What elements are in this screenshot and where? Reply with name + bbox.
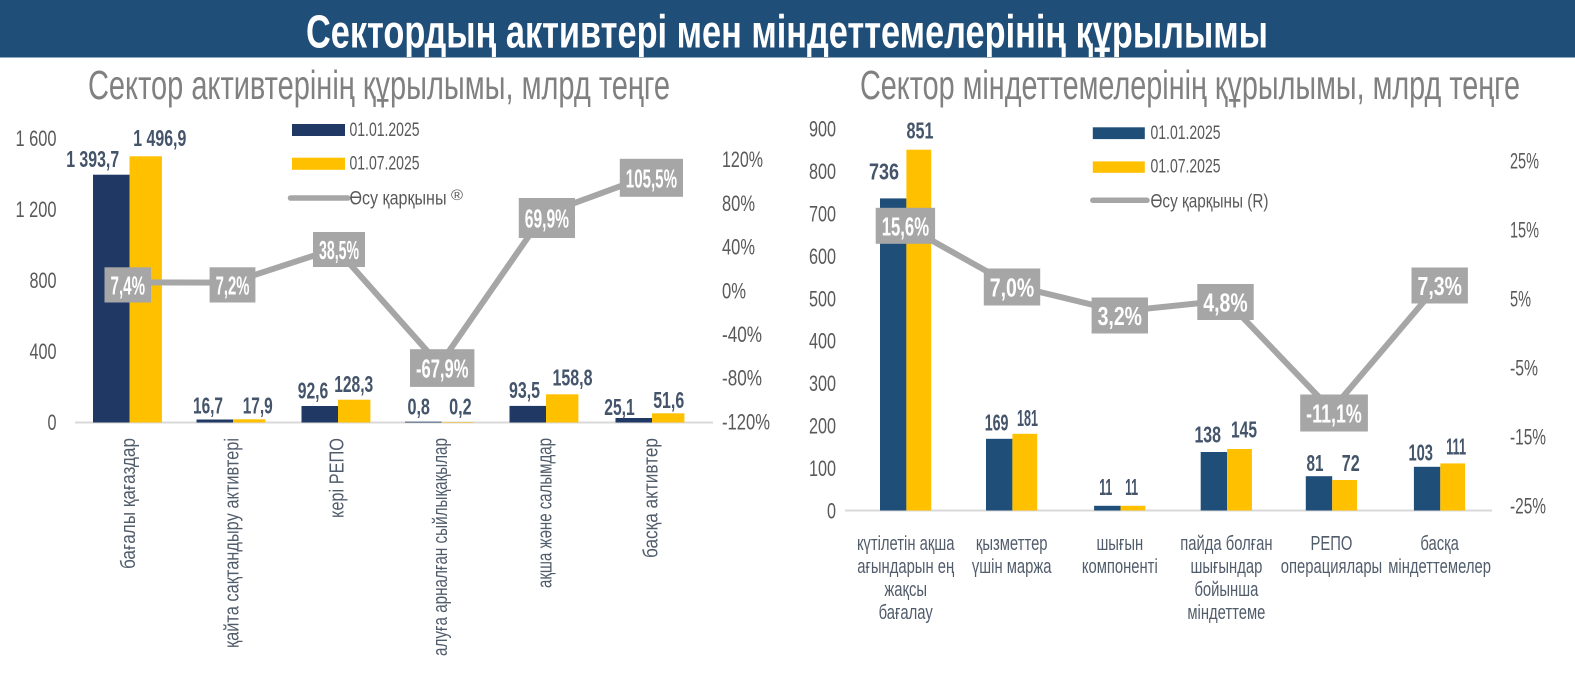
svg-text:ағындарын ең: ағындарын ең bbox=[857, 556, 954, 578]
svg-text:-80%: -80% bbox=[722, 366, 762, 391]
svg-text:11: 11 bbox=[1125, 474, 1138, 500]
svg-text:181: 181 bbox=[1017, 405, 1038, 431]
svg-text:72: 72 bbox=[1342, 450, 1360, 476]
svg-text:38,5%: 38,5% bbox=[319, 235, 359, 265]
svg-text:кері РЕПО: кері РЕПО bbox=[326, 438, 349, 518]
svg-text:үшін маржа: үшін маржа bbox=[972, 556, 1052, 578]
svg-text:0,8: 0,8 bbox=[407, 393, 430, 419]
svg-text:бойынша: бойынша bbox=[1194, 579, 1259, 601]
svg-text:16,7: 16,7 bbox=[193, 393, 223, 419]
svg-text:138: 138 bbox=[1194, 422, 1221, 448]
svg-text:25%: 25% bbox=[1510, 149, 1539, 174]
svg-text:алуға арналған сыйлықақылар: алуға арналған сыйлықақылар bbox=[429, 438, 452, 656]
svg-text:міндеттемелер: міндеттемелер bbox=[1388, 556, 1491, 578]
svg-text:1 600: 1 600 bbox=[16, 126, 57, 151]
svg-text:17,9: 17,9 bbox=[243, 393, 273, 419]
svg-text:11: 11 bbox=[1099, 474, 1112, 500]
svg-text:7,2%: 7,2% bbox=[216, 270, 250, 300]
svg-text:0: 0 bbox=[827, 498, 836, 523]
svg-text:700: 700 bbox=[809, 202, 836, 227]
svg-text:69,9%: 69,9% bbox=[525, 204, 569, 234]
svg-text:80%: 80% bbox=[722, 191, 755, 216]
svg-text:-5%: -5% bbox=[1510, 356, 1538, 381]
svg-text:200: 200 bbox=[809, 414, 836, 439]
svg-text:ақша және салымдар: ақша және салымдар bbox=[534, 438, 557, 588]
svg-text:0,2: 0,2 bbox=[449, 393, 472, 419]
svg-text:пайда болған: пайда болған bbox=[1180, 533, 1272, 555]
svg-text:40%: 40% bbox=[722, 235, 755, 260]
svg-text:100: 100 bbox=[809, 456, 836, 481]
svg-text:7,0%: 7,0% bbox=[990, 273, 1034, 303]
svg-text:3,2%: 3,2% bbox=[1098, 301, 1142, 331]
svg-text:бағалау: бағалау bbox=[879, 602, 933, 624]
svg-text:қайта сақтандыру активтері: қайта сақтандыру активтері bbox=[221, 438, 244, 648]
svg-text:®: ® bbox=[451, 187, 463, 204]
svg-text:қызметтер: қызметтер bbox=[976, 533, 1048, 555]
svg-text:0: 0 bbox=[48, 410, 57, 435]
svg-text:-40%: -40% bbox=[722, 322, 762, 347]
svg-text:-25%: -25% bbox=[1510, 494, 1546, 519]
svg-text:500: 500 bbox=[809, 286, 836, 311]
svg-text:900: 900 bbox=[809, 117, 836, 142]
svg-text:1 393,7: 1 393,7 bbox=[66, 146, 119, 172]
svg-text:басқа активтер: басқа активтер bbox=[640, 438, 663, 558]
svg-text:800: 800 bbox=[809, 159, 836, 184]
svg-text:1 496,9: 1 496,9 bbox=[133, 125, 186, 151]
svg-text:15,6%: 15,6% bbox=[882, 211, 929, 241]
svg-text:0%: 0% bbox=[722, 278, 746, 303]
svg-text:-120%: -120% bbox=[722, 409, 770, 434]
svg-text:01.01.2025: 01.01.2025 bbox=[1151, 123, 1221, 144]
svg-text:120%: 120% bbox=[722, 147, 763, 172]
svg-text:Сектор активтерінің құрылымы,: Сектор активтерінің құрылымы, млрд теңге bbox=[88, 62, 670, 108]
svg-text:111: 111 bbox=[1446, 434, 1466, 460]
svg-text:операциялары: операциялары bbox=[1281, 556, 1382, 578]
svg-text:Сектор міндеттемелерінің құрыл: Сектор міндеттемелерінің құрылымы, млрд … bbox=[860, 62, 1520, 108]
svg-text:-11,1%: -11,1% bbox=[1306, 399, 1362, 429]
svg-text:300: 300 bbox=[809, 371, 836, 396]
svg-text:7,4%: 7,4% bbox=[111, 270, 146, 300]
svg-text:128,3: 128,3 bbox=[334, 371, 373, 397]
svg-text:бағалы қағаздар: бағалы қағаздар bbox=[117, 438, 140, 569]
svg-text:шығын: шығын bbox=[1096, 533, 1143, 555]
svg-text:81: 81 bbox=[1307, 450, 1324, 476]
svg-text:1 200: 1 200 bbox=[16, 197, 57, 222]
svg-text:51,6: 51,6 bbox=[653, 387, 684, 413]
svg-text:Өсу қарқыны (R): Өсу қарқыны (R) bbox=[1151, 192, 1269, 213]
svg-text:851: 851 bbox=[907, 118, 934, 144]
svg-text:158,8: 158,8 bbox=[553, 365, 593, 391]
svg-text:міндеттеме: міндеттеме bbox=[1187, 602, 1265, 624]
svg-text:РЕПО: РЕПО bbox=[1311, 533, 1353, 555]
svg-text:-67,9%: -67,9% bbox=[416, 354, 468, 384]
svg-text:800: 800 bbox=[30, 268, 57, 293]
svg-text:-15%: -15% bbox=[1510, 425, 1546, 450]
svg-text:01.01.2025: 01.01.2025 bbox=[350, 120, 420, 141]
svg-text:Өсу қарқыны: Өсу қарқыны bbox=[350, 189, 447, 210]
svg-text:жақсы: жақсы bbox=[884, 579, 927, 601]
svg-text:400: 400 bbox=[30, 339, 57, 364]
svg-text:01.07.2025: 01.07.2025 bbox=[1151, 157, 1221, 178]
svg-text:Сектордың активтері мен міндет: Сектордың активтері мен міндеттемелеріні… bbox=[306, 6, 1268, 58]
svg-text:169: 169 bbox=[985, 410, 1009, 436]
svg-text:92,6: 92,6 bbox=[298, 378, 329, 404]
svg-text:93,5: 93,5 bbox=[509, 377, 540, 403]
svg-text:компоненті: компоненті bbox=[1082, 556, 1158, 578]
svg-text:105,5%: 105,5% bbox=[626, 163, 677, 193]
svg-text:7,3%: 7,3% bbox=[1418, 271, 1462, 301]
svg-text:күтілетін ақша: күтілетін ақша bbox=[857, 533, 955, 555]
svg-text:5%: 5% bbox=[1510, 287, 1531, 312]
svg-text:25,1: 25,1 bbox=[604, 394, 635, 420]
svg-text:01.07.2025: 01.07.2025 bbox=[350, 154, 420, 175]
svg-text:4,8%: 4,8% bbox=[1203, 288, 1247, 318]
svg-text:145: 145 bbox=[1231, 417, 1257, 443]
svg-text:600: 600 bbox=[809, 244, 836, 269]
svg-text:736: 736 bbox=[869, 159, 899, 185]
svg-text:15%: 15% bbox=[1510, 218, 1539, 243]
svg-text:103: 103 bbox=[1408, 440, 1433, 466]
svg-text:400: 400 bbox=[809, 329, 836, 354]
svg-text:басқа: басқа bbox=[1420, 533, 1459, 555]
svg-text:шығындар: шығындар bbox=[1191, 556, 1263, 578]
